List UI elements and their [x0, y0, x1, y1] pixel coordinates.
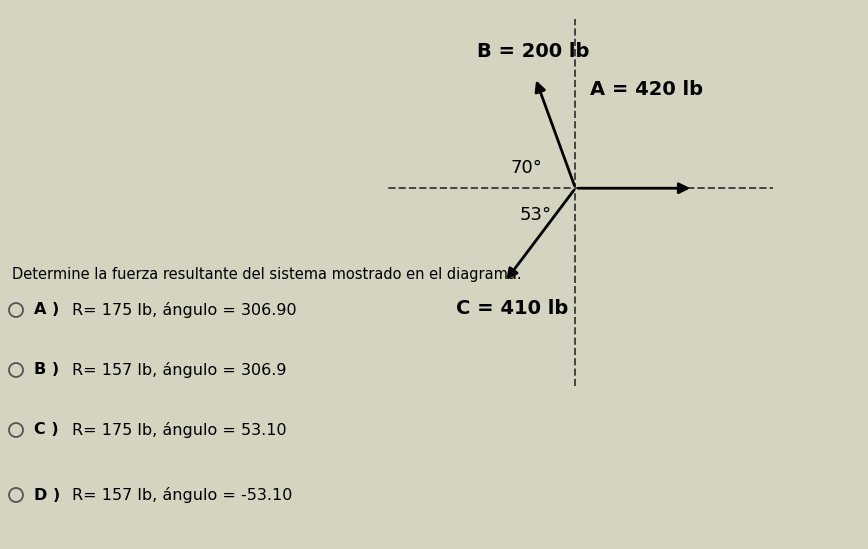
Text: C ): C )	[34, 423, 59, 438]
Text: A ): A )	[34, 302, 59, 317]
Text: R= 175 lb, ángulo = 306.90: R= 175 lb, ángulo = 306.90	[72, 302, 297, 318]
Text: A = 420 lb: A = 420 lb	[589, 80, 702, 99]
Text: R= 175 lb, ángulo = 53.10: R= 175 lb, ángulo = 53.10	[72, 422, 286, 438]
Text: Determine la fuerza resultante del sistema mostrado en el diagrama.: Determine la fuerza resultante del siste…	[12, 266, 522, 282]
Text: B = 200 lb: B = 200 lb	[477, 42, 589, 61]
Text: D ): D )	[34, 488, 60, 502]
Text: 53°: 53°	[520, 205, 552, 223]
Text: C = 410 lb: C = 410 lb	[456, 299, 569, 318]
Text: R= 157 lb, ángulo = 306.9: R= 157 lb, ángulo = 306.9	[72, 362, 286, 378]
Text: B ): B )	[34, 362, 59, 378]
Text: 70°: 70°	[510, 159, 542, 177]
Text: R= 157 lb, ángulo = -53.10: R= 157 lb, ángulo = -53.10	[72, 487, 293, 503]
